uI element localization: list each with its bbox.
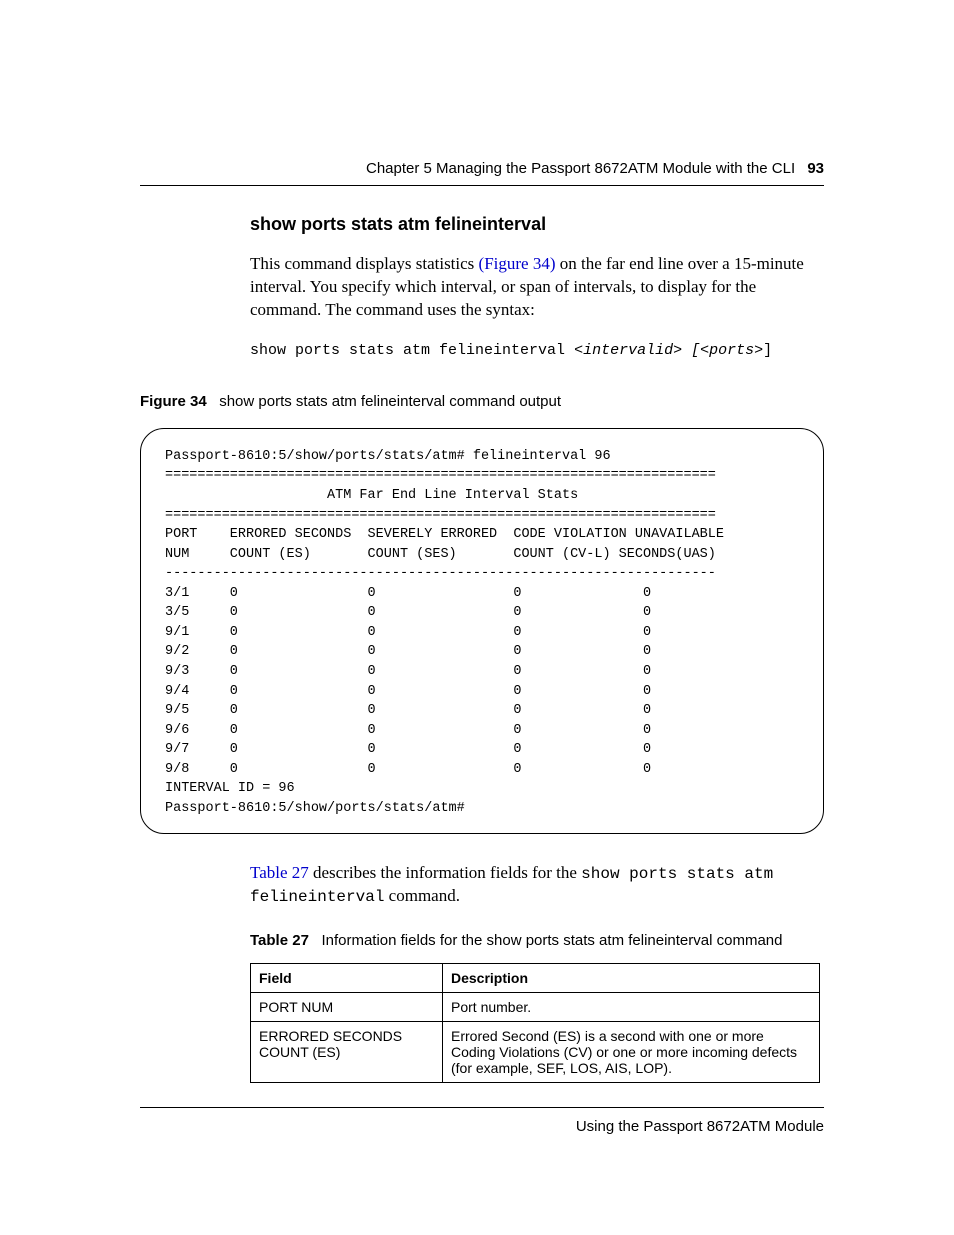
table-caption: Table 27 Information fields for the show… <box>250 931 824 951</box>
page-number: 93 <box>807 160 824 177</box>
cell-desc: Errored Second (ES) is a second with one… <box>443 1021 820 1082</box>
table-ref-link[interactable]: Table 27 <box>250 863 309 882</box>
table-row: ERRORED SECONDS COUNT (ES) Errored Secon… <box>251 1021 820 1082</box>
figure-caption-text: show ports stats atm felineinterval comm… <box>219 393 561 410</box>
section-heading: show ports stats atm felineinterval <box>250 214 824 235</box>
after-fig-mid: describes the information fields for the <box>309 863 581 882</box>
syntax-ports: [<ports> <box>691 342 763 359</box>
page: Chapter 5 Managing the Passport 8672ATM … <box>0 0 954 1235</box>
th-description: Description <box>443 963 820 992</box>
figure-ref-link[interactable]: (Figure 34) <box>479 254 556 273</box>
syntax-tail: ] <box>763 342 772 359</box>
syntax-intervalid: <intervalid> <box>574 342 682 359</box>
cmd-inline-1: show ports stats atm <box>581 865 773 883</box>
table-row: PORT NUM Port number. <box>251 992 820 1021</box>
syntax-line: show ports stats atm felineinterval <int… <box>250 342 824 359</box>
footer-text: Using the Passport 8672ATM Module <box>140 1118 824 1135</box>
th-field: Field <box>251 963 443 992</box>
terminal-output: Passport-8610:5/show/ports/stats/atm# fe… <box>140 428 824 834</box>
syntax-cmd: show ports stats atm felineinterval <box>250 342 574 359</box>
table-intro-para: Table 27 describes the information field… <box>250 862 824 909</box>
info-table: Field Description PORT NUM Port number. … <box>250 963 820 1083</box>
figure-label: Figure 34 <box>140 393 207 410</box>
chapter-title: Chapter 5 Managing the Passport 8672ATM … <box>366 160 795 177</box>
cell-field: ERRORED SECONDS COUNT (ES) <box>251 1021 443 1082</box>
table-header-row: Field Description <box>251 963 820 992</box>
para-text-pre: This command displays statistics <box>250 254 479 273</box>
intro-paragraph: This command displays statistics (Figure… <box>250 253 824 322</box>
cmd-inline-2: felineinterval <box>250 888 384 906</box>
footer-rule <box>140 1107 824 1108</box>
page-footer: Using the Passport 8672ATM Module <box>140 1107 824 1135</box>
cell-field: PORT NUM <box>251 992 443 1021</box>
header-rule <box>140 185 824 186</box>
running-header: Chapter 5 Managing the Passport 8672ATM … <box>140 160 824 177</box>
table-caption-text: Information fields for the show ports st… <box>321 932 782 949</box>
figure-caption: Figure 34 show ports stats atm felineint… <box>140 393 824 410</box>
table-label: Table 27 <box>250 932 309 949</box>
cell-desc: Port number. <box>443 992 820 1021</box>
syntax-mid <box>682 342 691 359</box>
after-fig-tail: command. <box>384 886 460 905</box>
